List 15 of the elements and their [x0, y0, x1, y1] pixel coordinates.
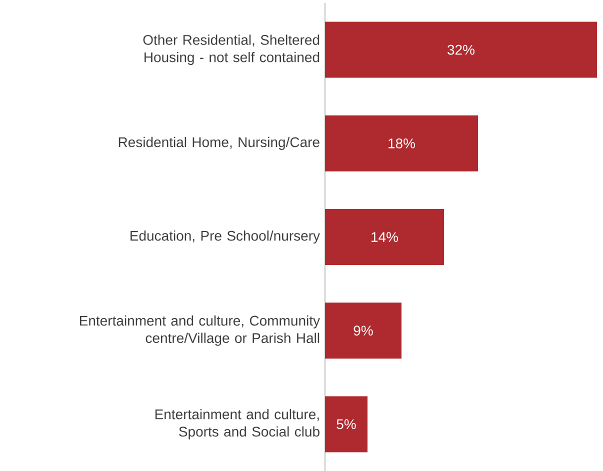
bar [325, 22, 597, 78]
bar [325, 396, 368, 452]
data-label: 18% [388, 138, 415, 148]
y-tick-label: Residential Home, Nursing/Care [118, 136, 320, 150]
bar [325, 115, 478, 172]
data-label: 14% [372, 232, 398, 242]
data-label: 32% [448, 44, 474, 55]
y-tick-label: Education, Pre School/nursery [130, 230, 320, 244]
bar [325, 302, 402, 359]
bar [325, 209, 444, 266]
data-label: 5% [336, 419, 356, 430]
y-tick-label: Entertainment and culture, Community centre/Village or Parish Hall [80, 315, 320, 346]
data-label: 9% [354, 326, 373, 336]
y-tick-label: Other Residential, Sheltered Housing - not self contained [143, 34, 320, 65]
y-tick-label: Entertainment and culture, Sports and Social club [155, 409, 320, 440]
